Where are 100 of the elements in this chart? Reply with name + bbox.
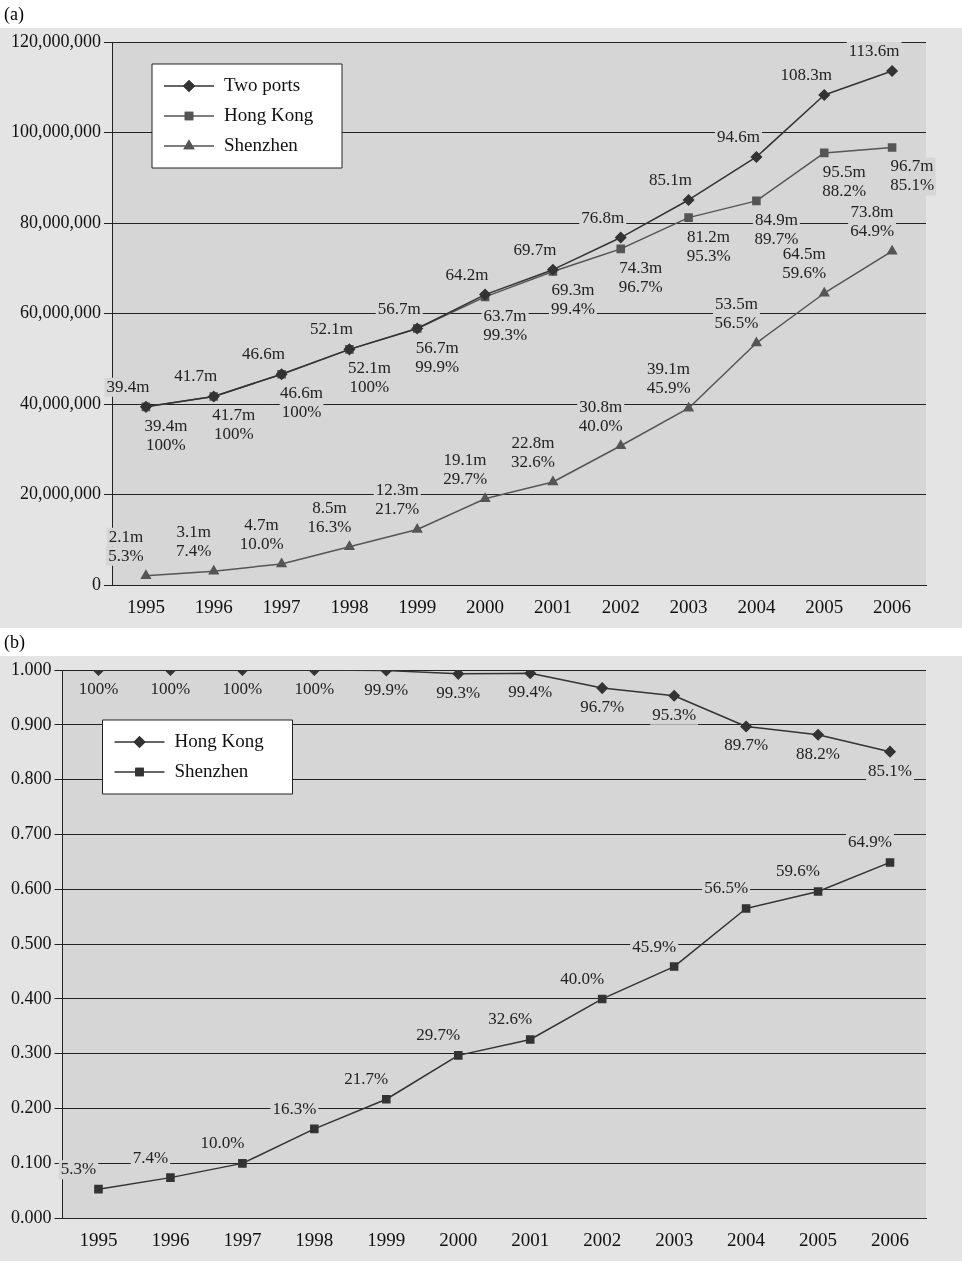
x-tick-label: 2004 bbox=[737, 595, 776, 617]
data-label: 73.8m 64.9% bbox=[850, 202, 895, 241]
x-tick-label: 2006 bbox=[873, 595, 912, 617]
y-tick-label: 20,000,000 bbox=[20, 483, 101, 504]
data-label: 10.0% bbox=[200, 1133, 245, 1153]
x-tick-label: 2003 bbox=[669, 595, 708, 617]
data-label: 39.1m 45.9% bbox=[646, 359, 691, 398]
y-tick-label: 0.300 bbox=[11, 1042, 52, 1063]
data-label: 12.3m 21.7% bbox=[375, 480, 420, 519]
x-tick-label: 2005 bbox=[799, 1228, 838, 1250]
x-tick-label: 2001 bbox=[511, 1228, 550, 1250]
chart-title: (a) bbox=[3, 3, 25, 26]
x-tick-label: 1997 bbox=[223, 1228, 262, 1250]
y-tick-label: 40,000,000 bbox=[20, 392, 101, 413]
legend-label: Shenzhen bbox=[224, 133, 299, 155]
legend-label: Two ports bbox=[224, 73, 301, 95]
y-tick-label: 0.400 bbox=[11, 987, 52, 1008]
x-tick-label: 1995 bbox=[126, 595, 165, 617]
data-label: 96.7m 85.1% bbox=[890, 156, 935, 195]
data-label: 100% bbox=[294, 678, 335, 698]
data-label: 21.7% bbox=[344, 1069, 389, 1089]
y-tick-label: 100,000,000 bbox=[11, 121, 101, 142]
y-tick-label: 0.800 bbox=[11, 768, 52, 789]
x-tick-label: 2000 bbox=[439, 1228, 478, 1250]
data-label: 52.1m bbox=[309, 319, 353, 339]
data-label: 45.9% bbox=[632, 936, 677, 956]
data-label: 99.9% bbox=[364, 679, 409, 699]
data-label: 2.1m 5.3% bbox=[108, 526, 144, 565]
data-label: 5.3% bbox=[60, 1159, 97, 1179]
data-label: 30.8m 40.0% bbox=[578, 396, 623, 435]
y-tick-label: 0 bbox=[92, 573, 101, 594]
data-label: 3.1m 7.4% bbox=[176, 522, 212, 561]
data-label: 46.6m bbox=[242, 344, 286, 364]
y-tick-label: 80,000,000 bbox=[20, 211, 101, 232]
data-label: 56.7m bbox=[377, 298, 421, 318]
x-tick-label: 1998 bbox=[330, 595, 369, 617]
y-tick-label: 0.500 bbox=[11, 932, 52, 953]
data-label: 41.7m 100% bbox=[212, 405, 256, 444]
data-label: 89.7% bbox=[724, 735, 769, 755]
y-tick-label: 0.200 bbox=[11, 1097, 52, 1118]
x-tick-label: 2002 bbox=[583, 1228, 622, 1250]
data-label: 74.3m 96.7% bbox=[618, 257, 663, 296]
y-tick-label: 0.700 bbox=[11, 823, 52, 844]
x-tick-label: 1997 bbox=[262, 595, 301, 617]
data-label: 52.1m 100% bbox=[347, 358, 391, 397]
legend-label: Shenzhen bbox=[174, 759, 249, 781]
x-tick-label: 2006 bbox=[871, 1228, 910, 1250]
x-tick-label: 2003 bbox=[655, 1228, 694, 1250]
y-tick-label: 0.000 bbox=[11, 1206, 52, 1227]
x-tick-label: 1999 bbox=[367, 1228, 406, 1250]
x-tick-label: 1996 bbox=[194, 595, 233, 617]
data-label: 39.4m 100% bbox=[144, 415, 188, 454]
x-tick-label: 2000 bbox=[466, 595, 505, 617]
data-label: 56.5% bbox=[704, 878, 749, 898]
data-label: 113.6m bbox=[848, 40, 900, 60]
data-label: 7.4% bbox=[132, 1147, 169, 1167]
data-label: 64.9% bbox=[848, 832, 892, 852]
legend-label: Hong Kong bbox=[224, 103, 314, 125]
data-label: 94.6m bbox=[716, 126, 760, 146]
data-label: 29.7% bbox=[416, 1025, 461, 1045]
data-label: 32.6% bbox=[488, 1009, 533, 1029]
data-label: 53.5m 56.5% bbox=[714, 293, 759, 332]
data-label: 56.7m 99.9% bbox=[415, 337, 460, 376]
data-label: 99.4% bbox=[508, 682, 553, 702]
data-label: 69.7m bbox=[513, 239, 557, 259]
data-label: 4.7m 10.0% bbox=[239, 514, 284, 553]
x-tick-label: 2004 bbox=[727, 1228, 766, 1250]
data-label: 39.4m bbox=[106, 376, 150, 396]
x-tick-label: 1995 bbox=[79, 1228, 118, 1250]
y-tick-label: 0.600 bbox=[11, 878, 52, 899]
y-tick-label: 0.900 bbox=[11, 713, 52, 734]
data-label: 22.8m 32.6% bbox=[510, 432, 555, 471]
data-label: 81.2m 95.3% bbox=[686, 226, 731, 265]
data-label: 99.3% bbox=[436, 682, 481, 702]
data-label: 59.6% bbox=[776, 861, 821, 881]
data-label: 88.2% bbox=[796, 743, 841, 763]
y-tick-label: 60,000,000 bbox=[20, 302, 101, 323]
data-label: 95.3% bbox=[652, 704, 697, 724]
data-label: 69.3m 99.4% bbox=[550, 280, 595, 319]
data-label: 19.1m 29.7% bbox=[443, 449, 488, 488]
y-tick-label: 120,000,000 bbox=[11, 30, 101, 51]
data-label: 100% bbox=[78, 678, 119, 698]
data-label: 41.7m bbox=[174, 366, 218, 386]
data-label: 40.0% bbox=[560, 968, 605, 988]
y-tick-label: 1.000 bbox=[11, 658, 52, 679]
x-tick-label: 1996 bbox=[151, 1228, 190, 1250]
data-label: 76.8m bbox=[581, 207, 625, 227]
x-tick-label: 2005 bbox=[805, 595, 844, 617]
data-label: 85.1% bbox=[868, 760, 912, 780]
x-tick-label: 1999 bbox=[398, 595, 437, 617]
x-tick-label: 1998 bbox=[295, 1228, 334, 1250]
x-tick-label: 2002 bbox=[601, 595, 640, 617]
data-label: 63.7m 99.3% bbox=[483, 305, 528, 344]
data-label: 16.3% bbox=[272, 1098, 317, 1118]
data-label: 85.1m bbox=[649, 169, 693, 189]
data-label: 100% bbox=[150, 678, 191, 698]
data-label: 64.2m bbox=[445, 264, 489, 284]
data-label: 46.6m 100% bbox=[280, 383, 324, 422]
data-label: 108.3m bbox=[780, 64, 832, 84]
data-label: 96.7% bbox=[580, 697, 625, 717]
